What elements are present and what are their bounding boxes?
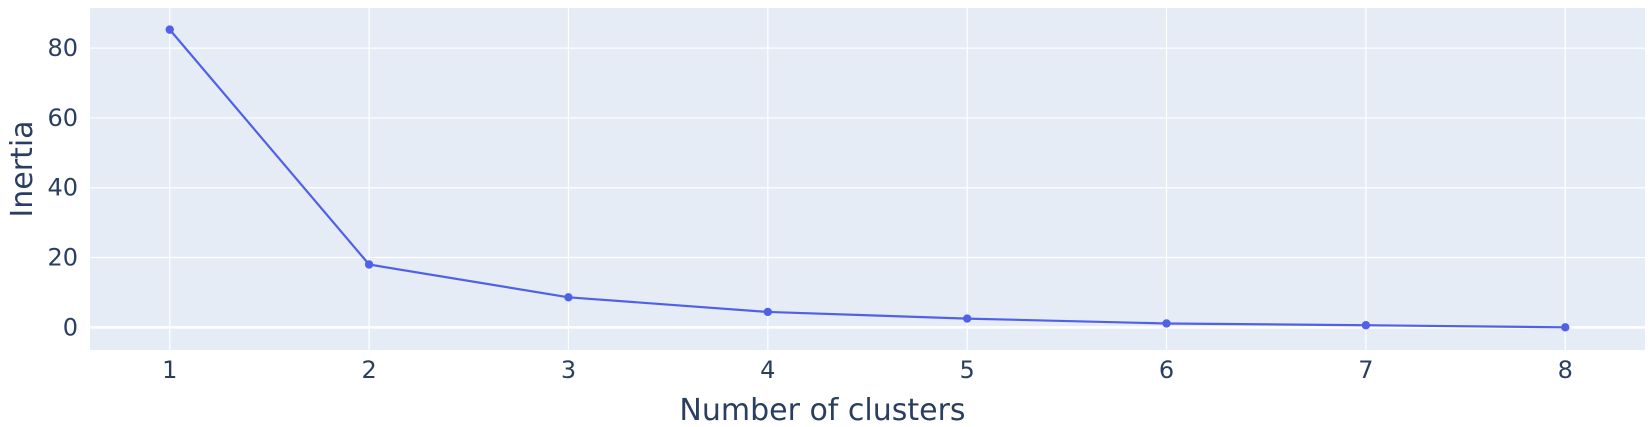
y-tick-label: 60 — [47, 104, 78, 132]
y-tick-label: 20 — [47, 244, 78, 272]
y-tick-label: 0 — [63, 313, 78, 341]
data-point — [1561, 323, 1570, 332]
x-tick-label: 7 — [1358, 356, 1373, 384]
data-point — [1361, 321, 1371, 330]
data-point — [763, 307, 773, 317]
x-tick-label: 5 — [960, 356, 975, 384]
x-tick-label: 2 — [361, 356, 376, 384]
x-tick-label: 4 — [760, 356, 775, 384]
grid-lines — [90, 8, 1645, 350]
x-tick-label: 6 — [1159, 356, 1174, 384]
x-tick-label: 8 — [1558, 356, 1573, 384]
x-axis-title: Number of clusters — [679, 393, 965, 427]
data-point — [564, 293, 573, 302]
series-layer — [165, 25, 1570, 332]
plot-background — [90, 8, 1645, 350]
data-point — [364, 260, 374, 269]
x-tick-label: 3 — [561, 356, 576, 384]
data-point — [1162, 319, 1171, 328]
y-tick-label: 80 — [47, 34, 78, 62]
x-tick-label: 1 — [162, 356, 177, 384]
data-point — [165, 25, 174, 34]
data-point — [962, 314, 972, 323]
series-line — [168, 28, 1566, 329]
y-axis-title: Inertia — [5, 120, 40, 217]
y-tick-label: 40 — [47, 174, 78, 202]
